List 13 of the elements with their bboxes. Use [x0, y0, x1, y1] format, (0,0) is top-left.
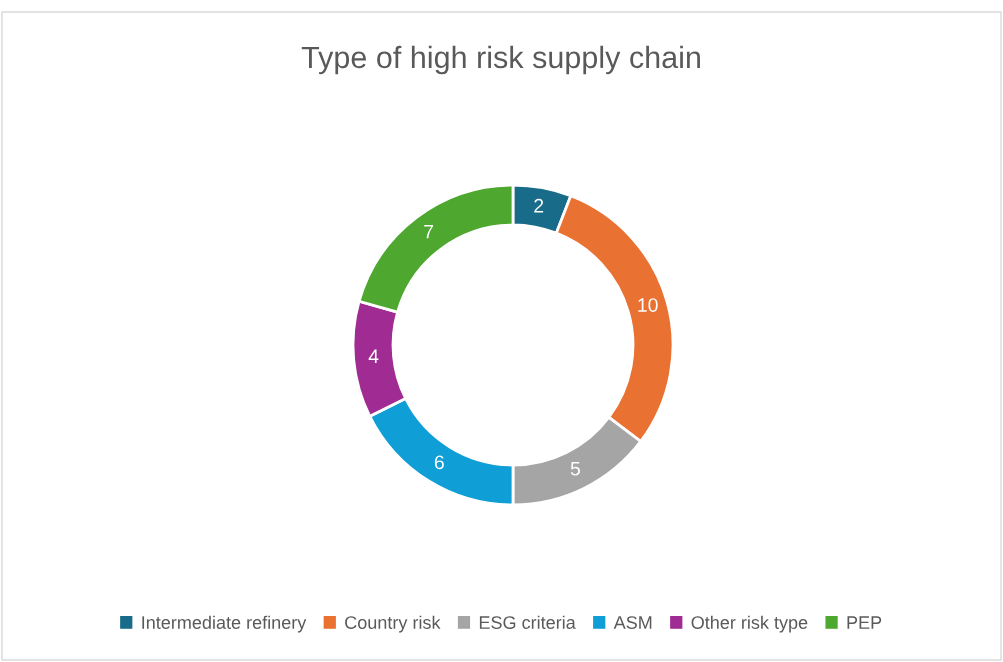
data-label: 7: [424, 224, 434, 239]
legend-label: Other risk type: [691, 615, 808, 633]
legend-label: ESG criteria: [479, 615, 576, 629]
data-label: 10: [638, 298, 658, 312]
data-label: 5: [570, 461, 580, 476]
data-label: 4: [368, 349, 379, 363]
legend-label: Country risk: [345, 615, 441, 633]
data-label: 2: [534, 198, 544, 213]
chart-title: Type of high risk supply chain: [301, 45, 700, 75]
legend-label: Intermediate refinery: [142, 615, 307, 633]
legend-label: ASM: [613, 616, 652, 629]
legend-label: PEP: [847, 616, 882, 629]
data-label: 6: [434, 455, 444, 470]
